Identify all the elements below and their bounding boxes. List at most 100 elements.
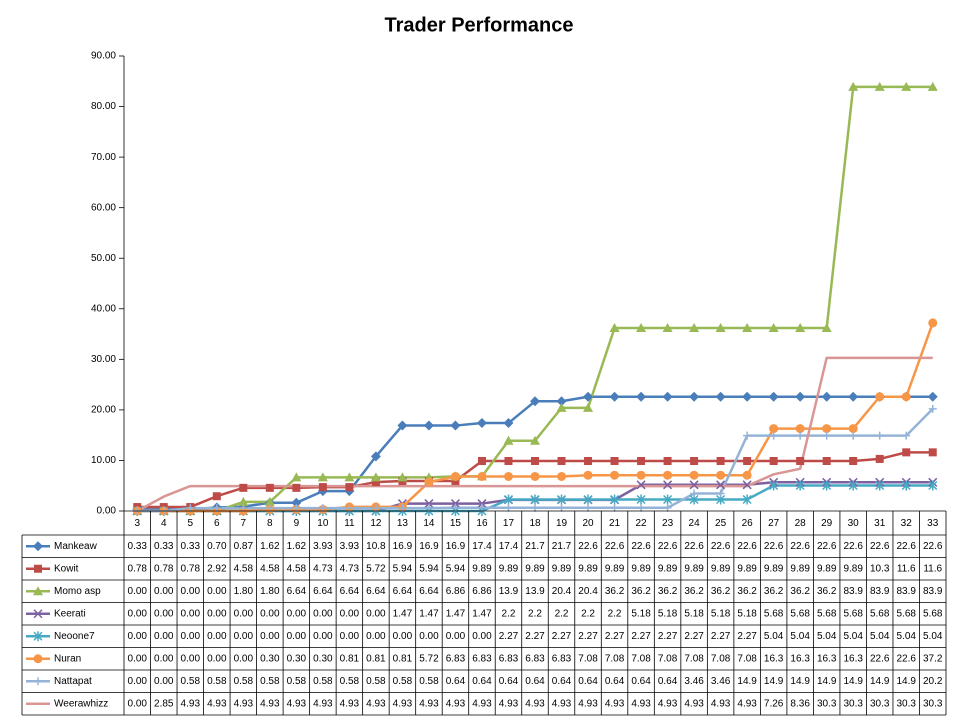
marker: [689, 480, 699, 490]
table-cell: 0.78: [128, 563, 148, 574]
table-cell: 7.08: [711, 653, 731, 664]
table-cell: 0.00: [419, 631, 439, 642]
x-tick-label: 5: [188, 518, 194, 529]
x-tick-label: 10: [317, 518, 329, 529]
marker: [477, 471, 487, 481]
marker: [689, 470, 699, 480]
marker: [743, 457, 752, 466]
marker: [689, 322, 700, 332]
table-cell: 2.2: [502, 608, 516, 619]
table-cell: 0.58: [366, 676, 386, 687]
marker: [610, 457, 619, 466]
table-cell: 4.73: [313, 563, 333, 574]
table-cell: 22.6: [631, 541, 651, 552]
marker: [743, 431, 752, 440]
table-cell: 2.27: [658, 631, 678, 642]
table-cell: 36.2: [790, 586, 810, 597]
table-cell: 2.2: [608, 608, 622, 619]
table-cell: 5.18: [684, 608, 704, 619]
table-cell: 0.81: [340, 653, 360, 664]
y-tick-label: 20.00: [91, 405, 116, 416]
x-tick-label: 28: [795, 518, 807, 529]
marker: [662, 322, 673, 332]
marker: [796, 431, 805, 440]
marker: [795, 322, 806, 332]
table-cell: 0.64: [472, 676, 492, 687]
marker: [477, 499, 487, 509]
marker: [530, 494, 540, 505]
marker: [768, 322, 779, 332]
table-cell: 0.64: [446, 676, 466, 687]
legend-label: Nattapat: [54, 676, 92, 687]
x-tick-label: 18: [529, 518, 541, 529]
table-cell: 0.70: [207, 541, 227, 552]
marker: [530, 435, 540, 445]
table-cell: 2.27: [552, 631, 572, 642]
table-cell: 1.47: [419, 608, 439, 619]
marker: [317, 472, 328, 482]
table-cell: 2.92: [207, 563, 227, 574]
marker: [875, 480, 885, 491]
legend-label: Mankeaw: [54, 541, 98, 552]
table-cell: 5.68: [790, 608, 810, 619]
legend-label: Weerawhizz: [54, 698, 108, 709]
table-cell: 7.08: [605, 653, 625, 664]
table-cell: 22.6: [605, 541, 625, 552]
x-tick-label: 23: [662, 518, 674, 529]
table-cell: 0.00: [154, 676, 174, 687]
table-cell: 83.9: [923, 586, 943, 597]
marker: [397, 472, 408, 482]
table-cell: 22.6: [923, 541, 943, 552]
marker: [796, 457, 805, 466]
table-cell: 9.89: [817, 563, 837, 574]
table-cell: 30.3: [923, 698, 943, 709]
table-cell: 1.80: [234, 586, 254, 597]
marker: [636, 494, 646, 505]
table-cell: 0.00: [207, 631, 227, 642]
table-cell: 0.30: [260, 653, 280, 664]
marker: [212, 492, 221, 501]
table-cell: 5.04: [843, 631, 863, 642]
table-cell: 5.04: [896, 631, 916, 642]
marker: [610, 494, 620, 505]
table-cell: 4.93: [737, 698, 757, 709]
marker: [715, 391, 726, 402]
marker: [345, 483, 354, 492]
table-cell: 0.00: [366, 631, 386, 642]
marker: [556, 402, 567, 412]
marker: [556, 396, 567, 407]
marker: [848, 81, 859, 91]
x-tick-label: 9: [294, 518, 300, 529]
marker: [557, 503, 566, 512]
marker: [584, 457, 593, 466]
marker: [397, 420, 408, 431]
legend-marker: [33, 586, 43, 596]
table-cell: 1.80: [260, 586, 280, 597]
table-cell: 0.00: [366, 608, 386, 619]
x-tick-label: 27: [768, 518, 780, 529]
y-tick-label: 70.00: [91, 152, 116, 163]
table-cell: 0.00: [234, 608, 254, 619]
marker: [663, 503, 672, 512]
table-cell: 3.93: [340, 541, 360, 552]
table-cell: 4.93: [234, 698, 254, 709]
table-cell: 14.9: [843, 676, 863, 687]
table-cell: 4.93: [313, 698, 333, 709]
x-tick-label: 29: [821, 518, 833, 529]
marker: [822, 480, 832, 491]
marker: [371, 478, 380, 487]
table-cell: 11.6: [923, 563, 942, 574]
table-cell: 6.83: [552, 653, 572, 664]
marker: [424, 499, 434, 509]
table-cell: 83.9: [843, 586, 863, 597]
table-cell: 22.6: [896, 541, 916, 552]
table-cell: 20.4: [552, 586, 572, 597]
legend-marker: [33, 631, 43, 642]
table-cell: 0.00: [154, 631, 174, 642]
x-tick-label: 13: [397, 518, 409, 529]
table-cell: 2.27: [684, 631, 704, 642]
table-cell: 0.00: [313, 631, 333, 642]
x-tick-label: 4: [161, 518, 167, 529]
table-cell: 5.68: [896, 608, 916, 619]
table-cell: 4.93: [340, 698, 360, 709]
